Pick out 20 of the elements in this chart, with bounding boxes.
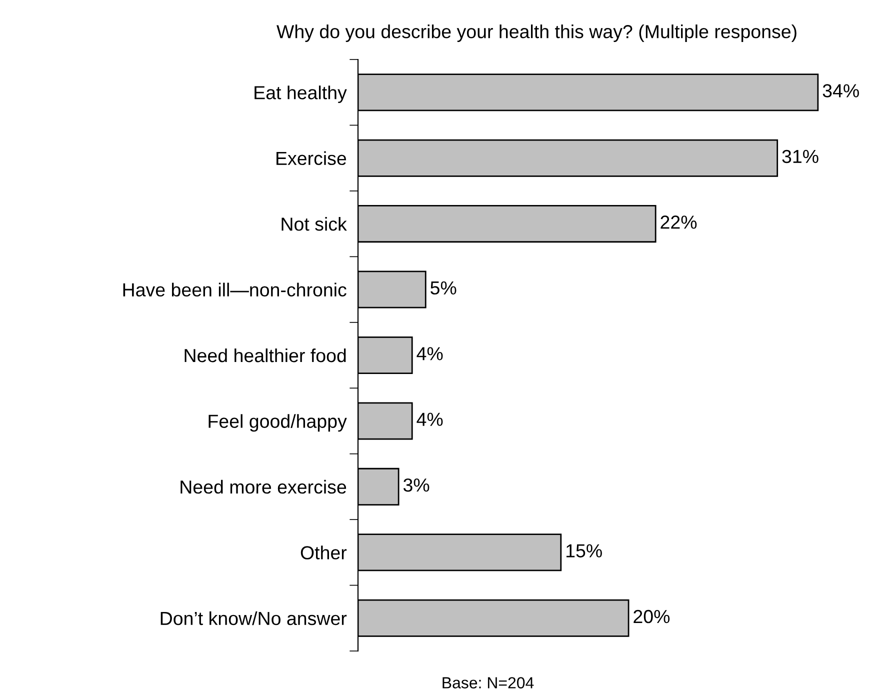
data-label: 4% — [416, 412, 443, 426]
text: Base: N=204 — [442, 677, 534, 688]
data-label: 5% — [430, 281, 456, 295]
chart-title: Why do you describe your health this way? (Multiple response) — [276, 24, 796, 42]
data-label: 20% — [634, 610, 670, 624]
y-tick-label: Not sick — [282, 217, 347, 231]
data-label: 31% — [782, 150, 818, 164]
data-label: 22% — [660, 216, 697, 229]
data-label: 34% — [822, 84, 859, 98]
data-label: 3% — [403, 478, 430, 492]
y-tick-label: Have been ill—non-chronic — [123, 282, 346, 297]
data-label: 15% — [566, 544, 602, 558]
y-tick-label: Need more exercise — [180, 480, 346, 494]
y-tick-label: Don’t know/No answer — [160, 611, 347, 626]
y-tick-label: Need healthier food — [184, 348, 346, 362]
y-tick-label: Exercise — [276, 151, 346, 166]
data-label: 4% — [416, 347, 443, 360]
y-tick-label: Feel good/happy — [208, 414, 347, 432]
y-tick-label: Other — [300, 546, 347, 560]
y-tick-label: Eat healthy — [254, 86, 347, 104]
